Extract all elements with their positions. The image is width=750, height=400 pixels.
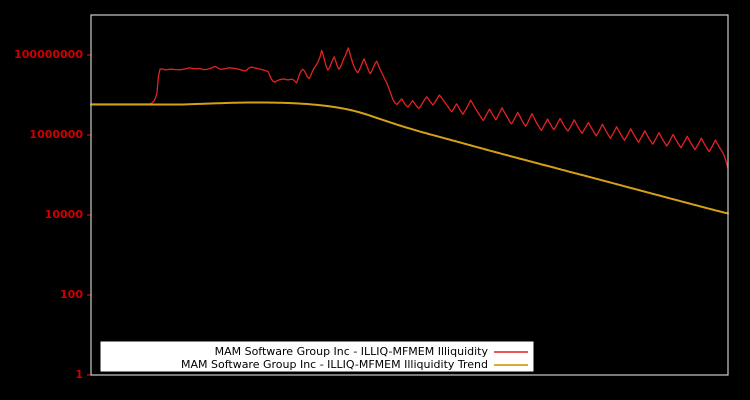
series-line-illiquidity: [90, 47, 729, 169]
y-axis-tick-label: 1000000: [29, 128, 83, 141]
y-axis-tick-label: 1: [75, 368, 83, 381]
legend-label: MAM Software Group Inc - ILLIQ-MFMEM Ill…: [181, 358, 488, 371]
legend-label: MAM Software Group Inc - ILLIQ-MFMEM Ill…: [215, 345, 489, 358]
plot-frame: [90, 14, 729, 376]
plot-area-background: [91, 15, 728, 375]
y-axis-tick-label: 100000000: [14, 48, 83, 61]
y-axis-tick-label: 100: [60, 288, 83, 301]
y-axis-tick-label: 10000: [45, 208, 84, 221]
series-line-illiquidity-trend: [90, 101, 729, 215]
y-axis-tick-labels: 100000000 1000000 10000 100 1: [14, 48, 83, 381]
legend-content: MAM Software Group Inc - ILLIQ-MFMEM Ill…: [181, 345, 528, 371]
legend-box: [99, 340, 535, 373]
y-axis-tick-marks: [87, 54, 91, 376]
